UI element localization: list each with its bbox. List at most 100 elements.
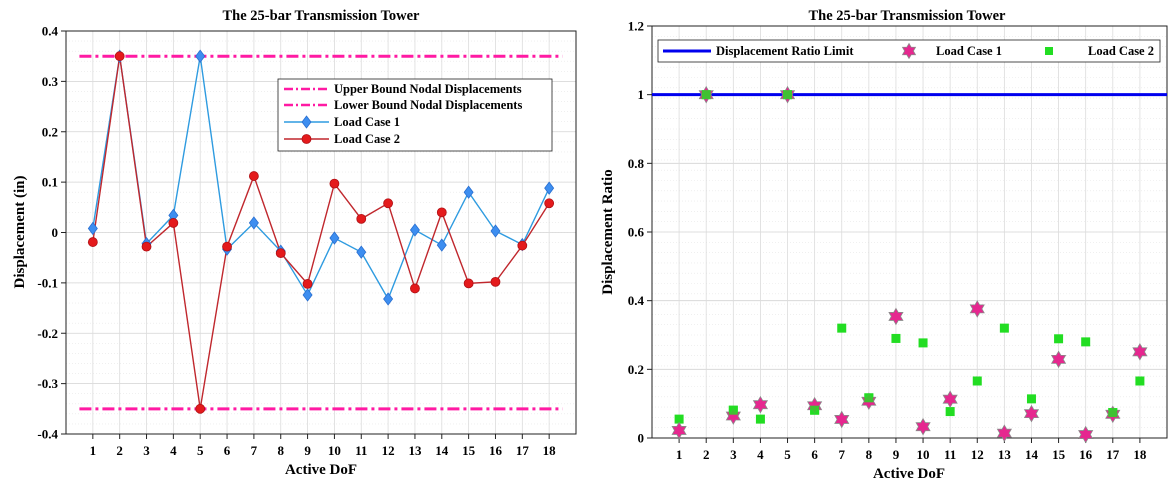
legend-lower-bound-label: Lower Bound Nodal Displacements [334, 98, 522, 112]
right-ytick-label: 1.2 [628, 19, 644, 34]
chart-right-marks [652, 85, 1167, 444]
point-r-load-case-1 [942, 390, 958, 408]
right-xtick-label: 12 [971, 447, 984, 462]
point-r-load-case-2 [755, 414, 765, 424]
point-load-case-1 [544, 181, 555, 195]
right-xtick-label: 10 [917, 447, 930, 462]
point-load-case-1 [87, 221, 98, 236]
chart-right-legend: Displacement Ratio Limit Load Case 1 Loa… [657, 39, 1161, 63]
right-xtick-label: 18 [1133, 447, 1147, 462]
legend-upper-bound-label: Upper Bound Nodal Displacements [334, 82, 522, 96]
chart-left: The 25-bar Transmission Tower 0.4 0.3 0.2 0… [12, 8, 577, 478]
left-ytick-label: 0.2 [42, 124, 58, 139]
point-r-load-case-2 [837, 323, 847, 333]
point-r-load-case-1 [888, 307, 904, 326]
left-xtick-label: 10 [328, 443, 341, 458]
chart-left-title: The 25-bar Transmission Tower [223, 8, 421, 24]
legend-ratio-limit-label: Displacement Ratio Limit [716, 44, 854, 58]
point-r-load-case-1 [834, 410, 850, 429]
point-r-load-case-2 [918, 338, 928, 348]
right-xtick-label: 7 [838, 447, 845, 462]
left-xtick-label: 13 [408, 443, 422, 458]
left-xtick-label: 15 [462, 443, 476, 458]
left-xtick-label: 14 [435, 443, 449, 458]
left-ytick-label: -0.2 [37, 326, 58, 341]
point-load-case-1 [463, 185, 474, 199]
right-xtick-label: 2 [703, 447, 710, 462]
point-load-case-2 [275, 248, 286, 259]
left-ytick-label: 0.3 [42, 74, 59, 89]
point-load-case-2 [383, 198, 394, 209]
chart-left-legend: Upper Bound Nodal Displacements Lower Bo… [277, 78, 553, 152]
right-ytick-label: 1 [638, 87, 645, 102]
point-load-case-2 [168, 218, 179, 228]
point-load-case-2 [463, 278, 474, 289]
point-r-load-case-2 [674, 414, 684, 424]
right-ytick-label: 0.6 [628, 225, 645, 240]
chart-left-ticks: 0.40.30.20.10-0.1-0.2-0.3-0.41 2 3 4 5 6 7 8 9 10… [37, 24, 556, 459]
point-load-case-2 [87, 237, 98, 247]
chart-right: The 25-bar Transmission Tower 1.2 1 0.8 0.6… [600, 8, 1168, 482]
point-r-load-case-1 [1078, 425, 1094, 444]
right-ytick-label: 0.8 [628, 156, 645, 171]
point-load-case-2 [248, 171, 259, 181]
point-r-load-case-2-overlap [864, 393, 874, 403]
point-r-load-case-1 [671, 421, 687, 440]
point-load-case-2 [302, 278, 313, 289]
point-r-load-case-2 [1054, 334, 1064, 344]
point-load-case-2 [356, 213, 367, 224]
point-r-load-case-2-overlap [810, 405, 820, 415]
right-xtick-label: 1 [676, 447, 683, 462]
right-ytick-label: 0.2 [628, 362, 644, 377]
left-ytick-label: 0.4 [42, 24, 59, 39]
left-xtick-label: 12 [382, 443, 395, 458]
point-r-load-case-2 [1135, 376, 1145, 386]
legend-load-case-1-marker [301, 115, 312, 129]
left-xtick-label: 11 [355, 443, 367, 458]
chart-right-ticks: 1.210.80.60.40.201 2 3 4 5 6 7 8 9 10 11 12 13 14 15 16… [628, 19, 1147, 463]
point-load-case-1 [356, 245, 367, 259]
legend-load-case-1-label: Load Case 1 [334, 115, 400, 129]
left-xtick-label: 3 [143, 443, 150, 458]
left-xtick-label: 9 [304, 443, 311, 458]
point-r-load-case-2-overlap [1108, 408, 1118, 418]
left-ytick-label: -0.3 [37, 376, 58, 391]
point-r-load-case-2 [1081, 337, 1091, 347]
chart-right-ylabel: Displacement Ratio [600, 169, 616, 294]
point-load-case-2 [436, 207, 447, 218]
chart-left-marks [79, 49, 563, 414]
point-r-load-case-1 [969, 300, 985, 318]
right-xtick-label: 15 [1052, 447, 1066, 462]
chart-right-grid [652, 25, 1167, 439]
point-load-case-1 [195, 49, 206, 63]
right-xtick-label: 9 [893, 447, 900, 462]
right-xtick-label: 4 [757, 447, 764, 462]
point-r-load-case-1 [996, 424, 1012, 442]
point-r-load-case-2-overlap [728, 405, 738, 415]
left-xtick-label: 17 [516, 443, 530, 458]
right-xtick-label: 17 [1106, 447, 1120, 462]
point-load-case-1 [383, 292, 394, 306]
point-r-load-case-1 [915, 417, 931, 436]
point-r-load-case-2-overlap [783, 90, 793, 100]
point-r-load-case-2-overlap [701, 90, 711, 100]
series-line-load-case-1 [92, 56, 550, 301]
point-r-load-case-2 [891, 333, 901, 343]
left-ytick-label: -0.1 [37, 275, 58, 290]
point-r-load-case-1 [1132, 343, 1148, 361]
point-load-case-2 [141, 241, 152, 252]
point-load-case-2 [517, 240, 528, 251]
right-xtick-label: 16 [1079, 447, 1093, 462]
point-load-case-2 [114, 51, 125, 62]
point-r-load-case-2 [1026, 394, 1036, 404]
point-r-load-case-2 [999, 323, 1009, 333]
right-xtick-label: 3 [730, 447, 737, 462]
left-xtick-label: 18 [543, 443, 557, 458]
right-ytick-label: 0.4 [628, 293, 645, 308]
point-r-load-case-1 [1023, 404, 1040, 423]
legend-r-load-case-1-marker [901, 42, 917, 60]
chart-left-grid [66, 30, 576, 435]
chart-right-xlabel: Active DoF [873, 466, 945, 482]
legend-load-case-2-label: Load Case 2 [334, 132, 400, 146]
point-load-case-2 [195, 403, 206, 414]
